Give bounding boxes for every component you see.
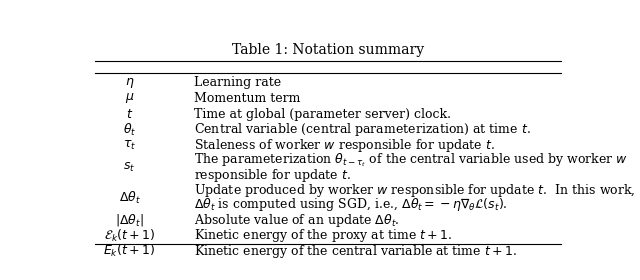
Text: $t$: $t$: [126, 108, 133, 120]
Text: Learning rate: Learning rate: [194, 76, 281, 90]
Text: $\eta$: $\eta$: [125, 76, 134, 90]
Text: Time at global (parameter server) clock.: Time at global (parameter server) clock.: [194, 108, 451, 120]
Text: Momentum term: Momentum term: [194, 92, 300, 105]
Text: Kinetic energy of the proxy at time $t+1$.: Kinetic energy of the proxy at time $t+1…: [194, 227, 452, 244]
Text: $|\Delta\theta_t|$: $|\Delta\theta_t|$: [115, 212, 144, 228]
Text: Staleness of worker $w$ responsible for update $t$.: Staleness of worker $w$ responsible for …: [194, 137, 495, 153]
Text: The parameterization $\theta_{t-\tau_t}$ of the central variable used by worker : The parameterization $\theta_{t-\tau_t}$…: [194, 151, 628, 169]
Text: $\Delta\theta_t$ is computed using SGD, i.e., $\Delta\theta_t = -\eta\nabla_\the: $\Delta\theta_t$ is computed using SGD, …: [194, 196, 508, 213]
Text: responsible for update $t$.: responsible for update $t$.: [194, 167, 351, 183]
Text: Absolute value of an update $\Delta\theta_t$.: Absolute value of an update $\Delta\thet…: [194, 212, 400, 228]
Text: $\mu$: $\mu$: [125, 92, 134, 106]
Text: $E_k(t+1)$: $E_k(t+1)$: [104, 243, 156, 259]
Text: Central variable (central parameterization) at time $t$.: Central variable (central parameterizati…: [194, 121, 531, 138]
Text: $\theta_t$: $\theta_t$: [123, 122, 136, 137]
Text: Kinetic energy of the central variable at time $t+1$.: Kinetic energy of the central variable a…: [194, 243, 517, 260]
Text: Table 1: Notation summary: Table 1: Notation summary: [232, 43, 424, 57]
Text: $\Delta\theta_t$: $\Delta\theta_t$: [118, 189, 141, 206]
Text: $\mathcal{E}_k(t+1)$: $\mathcal{E}_k(t+1)$: [104, 228, 156, 244]
Text: $s_t$: $s_t$: [124, 161, 136, 174]
Text: Update produced by worker $w$ responsible for update $t$.  In this work,: Update produced by worker $w$ responsibl…: [194, 182, 636, 199]
Text: $\tau_t$: $\tau_t$: [123, 139, 136, 151]
